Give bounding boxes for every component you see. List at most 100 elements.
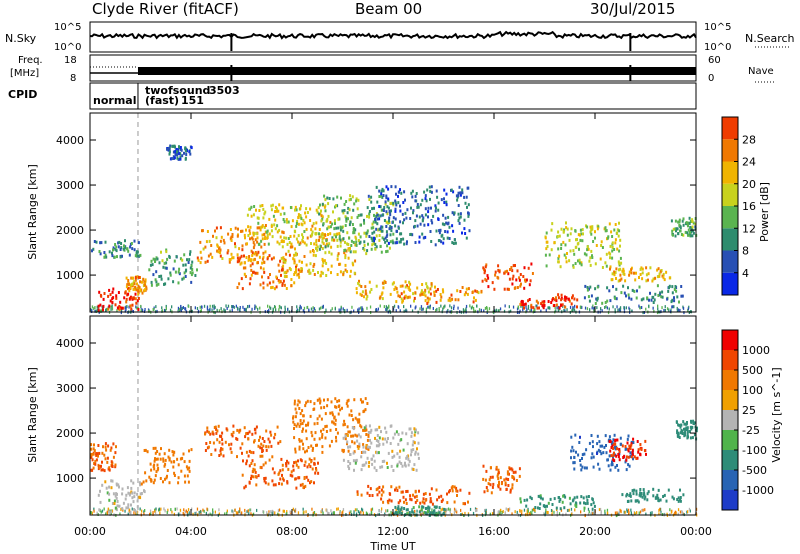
velocity-region-13-cell — [633, 488, 636, 492]
power-region-7-cell — [323, 259, 326, 263]
power-region-1-cell — [142, 277, 145, 281]
power-region-8-cell — [381, 195, 384, 199]
power-ground-point — [126, 305, 128, 309]
power-region-1-cell — [128, 289, 131, 293]
power-region-15-cell — [673, 296, 675, 300]
velocity-region-1-cell — [101, 451, 104, 455]
power-ground-point — [267, 304, 269, 308]
power-region-14-cell — [601, 246, 604, 249]
power-ground-point — [563, 308, 565, 312]
power-region-8-cell — [372, 220, 375, 224]
power-region-3-cell — [164, 266, 167, 270]
velocity-region-6-cell — [385, 430, 388, 434]
power-region-8-cell — [330, 252, 333, 256]
power-region-10-cell — [457, 194, 460, 198]
power-region-5-cell — [259, 266, 262, 270]
power-ground-point — [213, 304, 215, 308]
power-ground-point — [196, 307, 199, 310]
velocity-region-2-cell — [153, 467, 156, 471]
power-region-12-cell — [519, 273, 522, 276]
velocity-ground-point — [262, 510, 264, 514]
power-region-11-cell — [428, 297, 431, 301]
velocity-region-9-cell — [500, 482, 503, 486]
power-region-5-cell — [250, 273, 253, 277]
velocity-region-9-cell — [511, 475, 514, 478]
power-region-12-cell — [485, 279, 488, 283]
velocity-region-5-cell — [316, 421, 319, 425]
power-region-11-cell — [463, 293, 466, 297]
power-region-8-cell — [368, 198, 371, 201]
velocity-region-5-cell — [301, 409, 304, 413]
velocity-ground-point — [484, 508, 486, 512]
power-region-14-cell — [574, 245, 577, 249]
power-region-11-cell — [450, 293, 453, 297]
power-region-15-cell — [614, 296, 617, 300]
velocity-region-12-cell — [613, 451, 615, 455]
power-region-1-cell — [129, 286, 132, 290]
power-region-2-cell — [98, 250, 101, 253]
power-region-10-cell — [437, 201, 440, 205]
velocity-region-1-cell — [101, 468, 104, 472]
power-region-14-cell — [611, 241, 614, 245]
velocity-region-6-cell — [357, 446, 360, 450]
power-region-10-cell — [381, 187, 384, 191]
power-ground-point — [153, 307, 155, 311]
velocity-region-11-cell — [614, 453, 617, 457]
power-region-5-cell — [236, 256, 239, 260]
velocity-ground-point — [521, 512, 523, 516]
velocity-region-2-cell — [179, 457, 182, 461]
power-region-8-cell — [351, 195, 354, 199]
power-ground-point — [299, 304, 301, 308]
velocity-ground-point — [391, 512, 394, 516]
velocity-region-9-cell — [489, 475, 492, 479]
velocity-region-2-cell — [144, 448, 147, 452]
velocity-region-2-cell — [159, 477, 162, 480]
velocity-ground-point — [531, 512, 533, 516]
velocity-colorbar-swatch — [722, 350, 738, 370]
power-region-8-cell — [327, 244, 330, 248]
power-region-5-cell — [281, 268, 283, 272]
velocity-region-1-cell — [96, 452, 99, 456]
power-region-16-cell — [668, 276, 671, 280]
velocity-region-13-cell — [635, 492, 638, 496]
power-ground-point — [403, 305, 405, 309]
power-region-14-cell — [614, 241, 617, 245]
velocity-region-3-cell — [211, 430, 214, 434]
power-region-6-cell — [309, 219, 312, 222]
power-ground-point — [141, 308, 143, 312]
power-region-5-cell — [238, 282, 241, 286]
power-region-2-cell — [92, 247, 95, 251]
power-region-7-cell — [315, 243, 318, 247]
velocity-ground-point — [143, 510, 145, 514]
velocity-region-11-cell — [572, 461, 575, 465]
velocity-region-11-cell — [629, 454, 632, 458]
power-region-5-cell — [269, 273, 271, 276]
power-region-5-cell — [236, 286, 239, 289]
power-region-7-cell — [319, 274, 322, 278]
velocity-ground-point — [355, 512, 358, 516]
power-region-0-cell — [99, 303, 102, 307]
velocity-region-5-cell — [334, 418, 337, 422]
power-region-9-cell — [370, 288, 373, 291]
velocity-ground-point — [274, 511, 276, 515]
power-region-7-cell — [353, 271, 356, 275]
power-ground-point — [470, 306, 473, 310]
power-region-1-cell — [124, 291, 127, 295]
power-ground-point — [483, 309, 485, 313]
power-region-9-cell — [368, 280, 371, 284]
power-region-10-cell — [414, 194, 417, 198]
power-region-4-cell — [245, 228, 247, 232]
power-region-5-cell — [273, 287, 276, 291]
power-region-11-cell — [433, 293, 436, 297]
power-region-14-cell — [545, 264, 548, 268]
power-ground-point — [557, 309, 559, 313]
velocity-region-2-cell — [186, 474, 189, 478]
power-region-14-cell — [575, 238, 577, 242]
velocity-ground-point — [240, 512, 242, 516]
velocity-region-11-cell — [604, 434, 607, 438]
velocity-region-4-cell — [290, 470, 293, 474]
power-region-15-cell — [625, 294, 627, 298]
velocity-ground-point — [428, 509, 430, 513]
power-region-15-cell — [646, 296, 649, 300]
power-region-5-cell — [295, 265, 297, 269]
